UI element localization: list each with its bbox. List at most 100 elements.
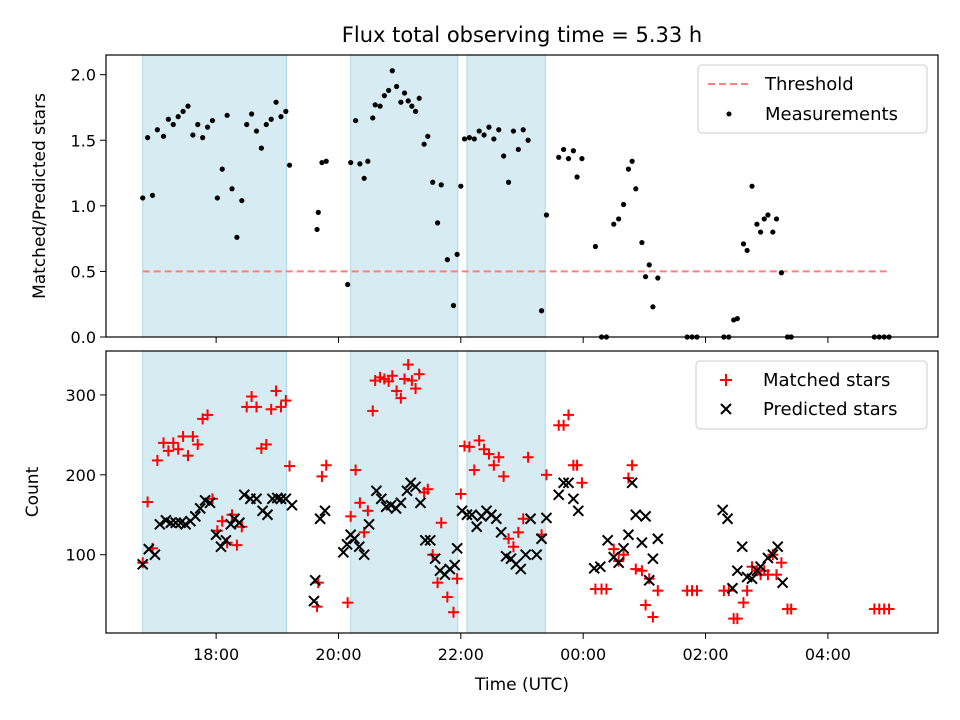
measurement-point [430, 179, 436, 185]
predicted-cross-b [622, 529, 635, 541]
matched-star-point [775, 557, 787, 569]
measurement-point [505, 179, 512, 185]
predicted-cross-b [170, 517, 182, 529]
predicted-cross-b [136, 558, 149, 571]
x-tick-label: 02:00 [682, 645, 728, 664]
measurement-point [754, 221, 760, 227]
predicted-star-point [233, 517, 246, 529]
predicted-star-point [767, 549, 779, 561]
measurement-point [140, 195, 146, 201]
predicted-star-point [762, 552, 774, 564]
measurement-point [642, 274, 649, 280]
matched-star-point [785, 603, 797, 615]
predicted-cross-b [567, 493, 580, 505]
shaded-interval [466, 350, 546, 634]
predicted-star-point [149, 549, 161, 561]
legend-predicted-label: Predicted stars [763, 399, 897, 420]
predicted-cross-b [736, 541, 748, 553]
matched-star-point [367, 405, 379, 417]
matched-star-point [158, 437, 170, 449]
predicted-star-point [622, 529, 635, 541]
measurement-point [377, 103, 383, 109]
measurement-point [170, 121, 176, 128]
predicted-cross-b [754, 560, 767, 573]
matched-star-point [503, 533, 515, 545]
predicted-cross-b [716, 504, 729, 516]
measurement-point [190, 132, 196, 138]
predicted-cross-b [643, 574, 655, 586]
predicted-star-point [612, 556, 625, 569]
predicted-star-point [594, 560, 607, 573]
matched-star-point [345, 510, 357, 522]
measurement-point [421, 141, 427, 147]
matched-star-point [354, 497, 366, 509]
matched-star-point [270, 385, 282, 397]
measurement-point [412, 108, 419, 114]
measurement-point [219, 166, 225, 172]
measurement-point [389, 68, 395, 74]
matched-star-point [316, 470, 328, 482]
measurement-point [180, 108, 186, 114]
measurement-point [244, 121, 250, 128]
predicted-star-point [652, 533, 664, 545]
predicted-star-point [557, 477, 570, 489]
top-legend-box [697, 64, 928, 134]
predicted-star-point [261, 509, 274, 521]
matched-star-point [192, 438, 204, 450]
measurement-point [565, 156, 572, 162]
matched-star-point [493, 451, 505, 463]
legend-threshold-label: Threshold [764, 74, 854, 95]
predicted-star-point [419, 534, 432, 547]
measurement-point [239, 197, 245, 204]
bottom-plot-marks [136, 359, 895, 625]
measurement-point [416, 95, 422, 101]
y-tick-label: 1.5 [71, 131, 96, 150]
chart-title: Flux total observing time = 5.33 h [342, 23, 702, 47]
matched-star-point [741, 585, 753, 597]
matched-star-point [182, 450, 194, 462]
measurement-point [471, 136, 477, 142]
measurement-point [268, 116, 274, 122]
measurement-point [749, 183, 755, 189]
predicted-star-point [461, 509, 473, 521]
measurement-point [357, 161, 363, 167]
bottom-y-axis: 100 200 300 [65, 386, 106, 565]
measurement-point [401, 90, 408, 96]
matched-star-point [562, 409, 574, 421]
matched-star-point [427, 549, 439, 561]
measurement-point [348, 159, 354, 166]
measurement-point [556, 154, 562, 160]
matched-star-point [275, 401, 287, 413]
measurement-point [434, 220, 441, 226]
predicted-cross-b [557, 477, 570, 489]
measurement-point [757, 229, 764, 235]
predicted-star-point [524, 513, 537, 525]
predicted-cross-b [409, 481, 422, 493]
predicted-cross-b [233, 517, 246, 529]
predicted-cross-b [215, 541, 227, 553]
matched-star-point [216, 515, 228, 527]
measurement-point [625, 166, 632, 172]
predicted-cross-b [204, 497, 216, 509]
y-tick-label: 300 [65, 386, 96, 405]
predicted-cross-b [741, 571, 753, 583]
predicted-star-point [337, 546, 350, 559]
predicted-cross-b [451, 542, 463, 555]
predicted-cross-b [612, 556, 625, 569]
predicted-cross-b [647, 552, 659, 565]
measurement-point [263, 121, 269, 128]
x-tick-label: 22:00 [438, 645, 484, 664]
matched-star-point [395, 392, 407, 404]
predicted-star-point [617, 542, 630, 555]
matched-star-point [142, 496, 154, 508]
measurement-point [461, 136, 468, 142]
predicted-cross-b [652, 533, 664, 545]
measurement-point [149, 192, 156, 198]
measurement-point [520, 127, 526, 133]
predicted-star-point [567, 493, 580, 505]
predicted-cross-b [535, 533, 548, 545]
predicted-star-point [250, 493, 263, 505]
measurement-point [501, 153, 507, 159]
predicted-cross-b [143, 543, 155, 555]
legend-matched-plus-icon [720, 374, 732, 386]
